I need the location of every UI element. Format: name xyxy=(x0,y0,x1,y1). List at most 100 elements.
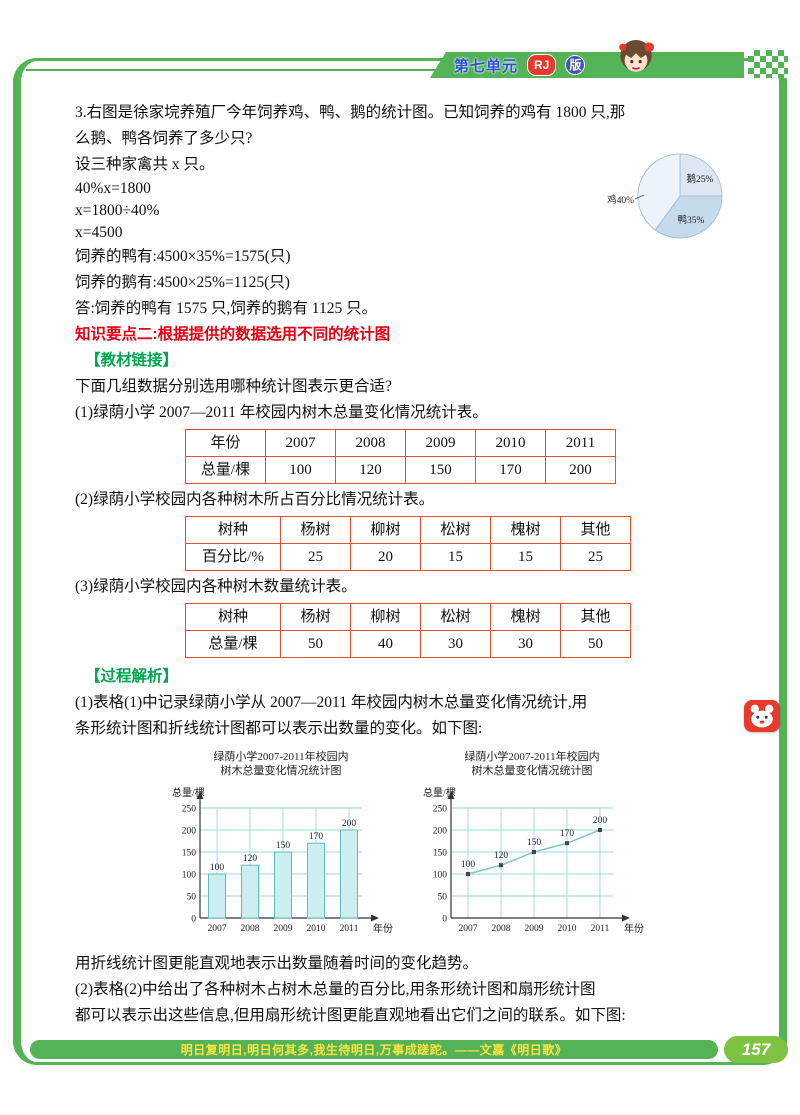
table-tree-percentage: 树种 杨树 柳树 松树 槐树 其他 百分比/% 25 20 15 15 25 xyxy=(185,516,631,571)
table-cell: 2007 xyxy=(265,429,336,457)
goose-calculation: 饲养的鹅有:4500×25%=1125(只) xyxy=(75,274,290,291)
table-cell: 100 xyxy=(265,456,336,484)
mascot-icon xyxy=(744,700,780,732)
svg-text:树木总量变化情况统计图: 树木总量变化情况统计图 xyxy=(221,763,342,777)
svg-text:150: 150 xyxy=(182,849,197,859)
svg-text:树木总量变化情况统计图: 树木总量变化情况统计图 xyxy=(472,763,593,777)
charts-row: 绿荫小学2007-2011年校园内 树木总量变化情况统计图 总量/棵 0 50 100 15… xyxy=(160,746,743,951)
table-cell: 170 xyxy=(475,456,546,484)
table-cell: 杨树 xyxy=(280,516,351,544)
edition-ban-badge: 版 xyxy=(565,55,586,75)
header-rule xyxy=(26,69,438,71)
table-cell: 杨树 xyxy=(280,603,351,631)
table-cell: 25 xyxy=(280,543,351,571)
table-cell: 其他 xyxy=(560,516,631,544)
svg-text:150: 150 xyxy=(433,849,448,859)
table-cell: 槐树 xyxy=(490,603,561,631)
svg-text:2009: 2009 xyxy=(525,924,544,934)
table-cell: 柳树 xyxy=(350,516,421,544)
svg-text:50: 50 xyxy=(438,893,448,903)
table-cell: 50 xyxy=(560,630,631,658)
svg-text:100: 100 xyxy=(461,860,476,870)
table-cell: 120 xyxy=(335,456,406,484)
table1-caption: (1)绿荫小学 2007—2011 年校园内树木总量变化情况统计表。 xyxy=(75,404,488,421)
svg-text:年份: 年份 xyxy=(373,922,393,935)
svg-text:170: 170 xyxy=(309,832,324,842)
table-cell: 总量/棵 xyxy=(185,456,266,484)
table-cell: 总量/棵 xyxy=(185,630,281,658)
page-number-badge: 157 xyxy=(724,1036,788,1063)
svg-text:50: 50 xyxy=(187,893,197,903)
equation-3: x=4500 xyxy=(75,224,123,241)
svg-text:绿荫小学2007-2011年校园内: 绿荫小学2007-2011年校园内 xyxy=(213,749,348,763)
svg-text:2008: 2008 xyxy=(492,924,511,934)
equation-2: x=1800÷40% xyxy=(75,202,160,219)
svg-text:120: 120 xyxy=(243,854,258,864)
svg-text:总量/棵: 总量/棵 xyxy=(423,786,456,799)
process-heading: 【过程解析】 xyxy=(85,668,179,685)
unit-title: 第七单元 xyxy=(454,57,519,75)
footer-quote-bar: 明日复明日,明日何其多,我生待明日,万事成蹉跎。——文嘉《明日歌》 xyxy=(30,1040,718,1059)
svg-text:200: 200 xyxy=(593,816,608,826)
table-row: 总量/棵 50 40 30 30 50 xyxy=(185,630,631,658)
footer-quote: 明日复明日,明日何其多,我生待明日,万事成蹉跎。——文嘉《明日歌》 xyxy=(180,1043,568,1057)
svg-text:鸭35%: 鸭35% xyxy=(678,214,705,226)
svg-text:2009: 2009 xyxy=(274,924,293,934)
svg-text:0: 0 xyxy=(191,915,196,925)
table-cell: 50 xyxy=(280,630,351,658)
textbook-link-question: 下面几组数据分别选用哪种统计图表示更合适? xyxy=(75,378,392,395)
mascot-girl-illustration xyxy=(612,34,660,82)
svg-text:200: 200 xyxy=(342,819,357,829)
svg-text:150: 150 xyxy=(276,841,291,851)
textbook-link-heading: 【教材链接】 xyxy=(85,352,179,369)
svg-text:100: 100 xyxy=(182,871,197,881)
table-cell: 30 xyxy=(490,630,561,658)
keypoint-heading: 知识要点二:根据提供的数据选用不同的统计图 xyxy=(75,326,391,343)
table-cell: 2011 xyxy=(545,429,616,457)
table-cell: 树种 xyxy=(185,603,281,631)
process-para2-line1: (2)表格(2)中给出了各种树木占树木总量的百分比,用条形统计图和扇形统计图 xyxy=(75,981,596,998)
header-band: 第七单元 RJ 版 xyxy=(430,52,744,78)
table-cell: 15 xyxy=(420,543,491,571)
table-cell: 年份 xyxy=(185,429,266,457)
duck-calculation: 饲养的鸭有:4500×35%=1575(只) xyxy=(75,248,291,265)
svg-text:总量/棵: 总量/棵 xyxy=(172,786,205,799)
svg-text:2011: 2011 xyxy=(340,924,359,934)
svg-text:鸡40%: 鸡40% xyxy=(607,194,634,206)
process-para2-line2: 都可以表示出这些信息,但用扇形统计图更能直观地看出它们之间的联系。如下图: xyxy=(75,1007,626,1024)
problem3-line1: 3.右图是徐家垸养殖厂今年饲养鸡、鸭、鹅的统计图。已知饲养的鸡有 1800 只,… xyxy=(75,104,626,121)
table-cell: 松树 xyxy=(420,603,491,631)
table-tree-count: 树种 杨树 柳树 松树 槐树 其他 总量/棵 50 40 30 30 50 xyxy=(185,603,631,658)
svg-text:120: 120 xyxy=(494,851,509,861)
svg-text:100: 100 xyxy=(210,863,225,873)
table-cell: 2009 xyxy=(405,429,476,457)
table-row: 年份 2007 2008 2009 2010 2011 xyxy=(185,429,616,457)
svg-text:250: 250 xyxy=(433,805,448,815)
table-row: 总量/棵 100 120 150 170 200 xyxy=(185,456,616,484)
svg-text:150: 150 xyxy=(527,838,542,848)
main-content: 3.右图是徐家垸养殖厂今年饲养鸡、鸭、鹅的统计图。已知饲养的鸡有 1800 只,… xyxy=(75,100,743,1029)
table-row: 树种 杨树 柳树 松树 槐树 其他 xyxy=(185,516,631,544)
table-cell: 20 xyxy=(350,543,421,571)
svg-text:2010: 2010 xyxy=(558,924,577,934)
table-cell: 2008 xyxy=(335,429,406,457)
process-para1-line2: 条形统计图和折线统计图都可以表示出数量的变化。如下图: xyxy=(75,720,483,737)
table-cell: 其他 xyxy=(560,603,631,631)
answer-line: 答:饲养的鸭有 1575 只,饲养的鹅有 1125 只。 xyxy=(75,300,378,317)
svg-text:0: 0 xyxy=(442,915,447,925)
table-cell: 树种 xyxy=(185,516,281,544)
table3-caption: (3)绿荫小学校园内各种树木数量统计表。 xyxy=(75,578,357,595)
tree-total-line-chart: 绿荫小学2007-2011年校园内 树木总量变化情况统计图 总量/棵 0 50 100 15… xyxy=(411,746,646,951)
svg-text:250: 250 xyxy=(182,805,197,815)
svg-text:200: 200 xyxy=(182,827,197,837)
svg-text:2007: 2007 xyxy=(208,924,227,934)
table-cell: 槐树 xyxy=(490,516,561,544)
table-row: 百分比/% 25 20 15 15 25 xyxy=(185,543,631,571)
equation-1: 40%x=1800 xyxy=(75,180,151,197)
problem3-line2: 么鹅、鸭各饲养了多少只? xyxy=(75,130,253,147)
table-cell: 2010 xyxy=(475,429,546,457)
problem3-setup: 设三种家禽共 x 只。 xyxy=(75,156,215,173)
table-cell: 30 xyxy=(420,630,491,658)
edition-rj-badge: RJ xyxy=(527,54,557,76)
